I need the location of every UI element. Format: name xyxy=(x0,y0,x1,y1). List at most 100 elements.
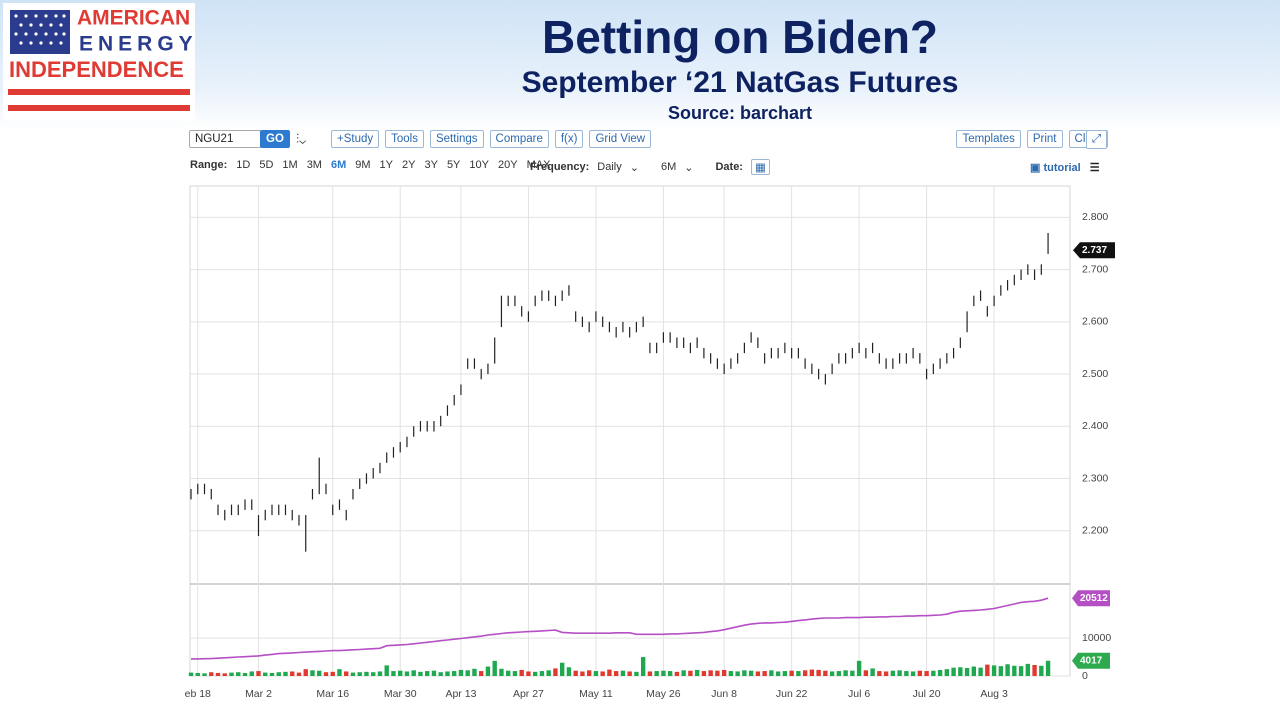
volume-bar xyxy=(883,671,889,676)
y-tick-label: 2.800 xyxy=(1082,211,1108,223)
x-tick-label: Apr 27 xyxy=(513,688,544,700)
volume-bar xyxy=(364,671,369,676)
open-interest-line xyxy=(191,597,1049,660)
toolbar-button[interactable]: Compare xyxy=(489,130,549,148)
volume-bar xyxy=(654,671,659,676)
range-option[interactable]: 20Y xyxy=(497,159,518,171)
date-button[interactable]: ▦ xyxy=(750,159,770,175)
range-option[interactable]: 10Y xyxy=(469,159,489,171)
volume-bar xyxy=(1025,663,1031,676)
range-option[interactable]: 5D xyxy=(259,159,274,171)
frequency-row: Frequency: Daily ⌄ 6M ⌄ Date: ▦ xyxy=(530,159,770,175)
volume-bar xyxy=(330,671,335,676)
volume-bar xyxy=(856,660,862,676)
volume-bar xyxy=(445,671,450,676)
toolbar-button[interactable]: f(x) xyxy=(554,130,584,148)
range-option[interactable]: 1D xyxy=(236,159,251,171)
volume-bar xyxy=(580,671,585,676)
volume-bar xyxy=(769,670,774,676)
toolbar-button[interactable]: Templates xyxy=(956,130,1021,148)
range-option[interactable]: 5Y xyxy=(446,159,461,171)
last-price-badge xyxy=(1073,242,1115,259)
volume-bar xyxy=(512,671,518,676)
volume-label: 4017 xyxy=(1080,655,1103,666)
tutorial-text: tutorial xyxy=(1043,162,1081,174)
frequency-label: Frequency: xyxy=(530,161,590,173)
volume-bar xyxy=(897,670,902,676)
x-tick-label: Jul 20 xyxy=(913,688,941,700)
period-select[interactable]: 6M xyxy=(660,161,677,173)
volume-bar xyxy=(317,670,322,676)
volume-bar xyxy=(1032,665,1037,676)
volume-bar xyxy=(701,671,707,676)
x-tick-label: Aug 3 xyxy=(980,688,1008,700)
expand-button[interactable]: ⤢ xyxy=(1086,130,1108,149)
frequency-select[interactable]: Daily xyxy=(597,161,622,173)
volume-bar xyxy=(613,671,619,676)
volume-bar xyxy=(384,665,389,676)
volume-bar xyxy=(546,670,551,676)
volume-bar xyxy=(843,670,848,676)
range-option[interactable]: 1Y xyxy=(379,159,393,171)
plot-frame xyxy=(189,185,1071,677)
x-tick-label: Jun 8 xyxy=(711,688,737,700)
volume-bar xyxy=(431,670,437,676)
volume-bar xyxy=(836,671,842,676)
volume-bar xyxy=(505,670,511,676)
bar-type-icon[interactable]: ⫶⌄ xyxy=(295,131,307,146)
tutorial-link[interactable]: ▣ tutorial ☰ xyxy=(1030,162,1100,174)
volume-bar xyxy=(742,670,747,676)
toolbar-button[interactable]: Settings xyxy=(429,130,484,148)
toolbar-button[interactable]: Grid View xyxy=(589,130,652,148)
volume-bar xyxy=(377,671,383,676)
logo-text: ENERGY xyxy=(79,33,195,56)
toolbar-button[interactable]: +Study xyxy=(331,130,380,148)
volume-bar xyxy=(398,670,403,676)
logo-text: AMERICAN xyxy=(77,7,190,30)
volume-bar xyxy=(283,671,288,676)
volume-bar xyxy=(782,671,788,676)
go-button[interactable]: GO xyxy=(260,130,290,148)
volume-bar xyxy=(694,669,700,676)
range-option[interactable]: 3M xyxy=(306,159,322,171)
range-option[interactable]: MAX xyxy=(526,159,551,171)
toolbar-button[interactable]: Tools xyxy=(385,130,424,148)
volume-bar xyxy=(425,671,430,676)
volume-bar xyxy=(762,671,767,676)
volume-bar xyxy=(222,673,227,676)
volume-bar xyxy=(532,671,538,676)
logo-text: INDEPENDENCE xyxy=(9,57,184,82)
x-tick-label: Jul 6 xyxy=(848,688,870,700)
volume-bar xyxy=(586,670,592,676)
subtitle: September ‘21 NatGas Futures xyxy=(521,66,959,99)
range-option[interactable]: 1M xyxy=(282,159,298,171)
volume-bar xyxy=(640,657,646,676)
volume-bar xyxy=(195,672,200,676)
volume-bar xyxy=(890,670,896,676)
chart-panel xyxy=(185,126,1110,706)
volume-bar xyxy=(877,671,882,676)
volume-bar xyxy=(620,670,626,676)
symbol-bar: NGU21 GO ⫶⌄ xyxy=(189,130,306,148)
y-tick-label: 2.400 xyxy=(1082,420,1108,432)
toolbar-button[interactable]: Print xyxy=(1026,130,1063,148)
range-option[interactable]: 3Y xyxy=(424,159,438,171)
y-tick-label: 2.200 xyxy=(1082,525,1108,537)
volume-bar xyxy=(438,672,443,676)
volume-bar xyxy=(296,672,302,676)
volume-badge xyxy=(1072,652,1110,669)
volume-bar xyxy=(526,671,531,676)
volume-bar xyxy=(904,671,909,676)
x-tick-label: May 11 xyxy=(579,688,613,700)
logo-art: AMERICAN ENERGY INDEPENDENCE xyxy=(8,7,195,111)
range-option[interactable]: 9M xyxy=(355,159,371,171)
open-interest-badge xyxy=(1072,590,1110,607)
range-option[interactable]: 6M xyxy=(330,159,347,171)
range-option[interactable]: 2Y xyxy=(402,159,416,171)
date-label: Date: xyxy=(715,161,743,173)
volume-bar xyxy=(519,669,524,676)
logo: AMERICAN ENERGY INDEPENDENCE xyxy=(3,3,195,121)
symbol-input[interactable]: NGU21 xyxy=(189,130,261,148)
volume-bar xyxy=(418,671,423,676)
